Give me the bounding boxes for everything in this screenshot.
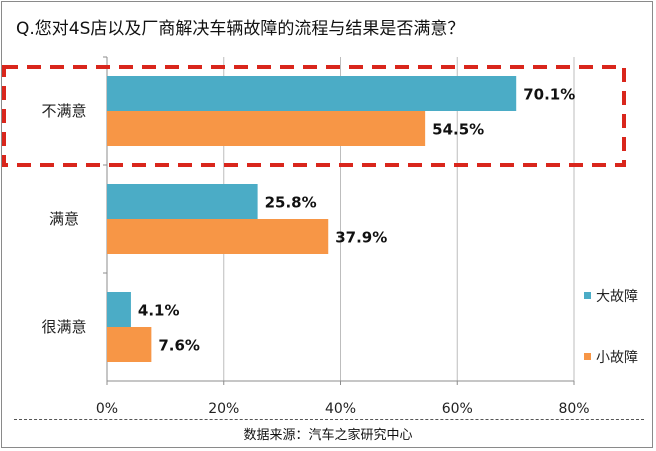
x-tick-label: 0% bbox=[96, 401, 118, 417]
bar bbox=[107, 327, 152, 362]
legend-swatch bbox=[584, 353, 591, 360]
legend-label: 大故障 bbox=[596, 289, 638, 305]
data-label: 4.1% bbox=[138, 302, 180, 320]
data-label: 70.1% bbox=[523, 86, 575, 104]
bar bbox=[107, 292, 131, 327]
source-note: 数据来源：汽车之家研究中心 bbox=[243, 428, 413, 443]
bar bbox=[107, 111, 426, 146]
legend-swatch bbox=[584, 292, 591, 299]
data-label: 7.6% bbox=[158, 337, 200, 355]
category-label: 不满意 bbox=[41, 102, 86, 120]
category-label: 很满意 bbox=[41, 318, 86, 336]
bar bbox=[107, 184, 258, 219]
x-tick-label: 20% bbox=[208, 401, 239, 417]
bar bbox=[107, 76, 517, 111]
x-tick-label: 60% bbox=[442, 401, 473, 417]
data-label: 54.5% bbox=[432, 121, 484, 139]
legend-label: 小故障 bbox=[596, 350, 638, 366]
source-divider bbox=[14, 419, 644, 420]
x-tick-label: 80% bbox=[558, 401, 589, 417]
data-label: 25.8% bbox=[265, 194, 317, 212]
bar bbox=[107, 219, 329, 254]
highlight-box bbox=[2, 65, 626, 167]
category-label: 满意 bbox=[49, 210, 79, 228]
chart-title: Q.您对4S店以及厂商解决车辆故障的流程与结果是否满意？ bbox=[16, 19, 465, 39]
data-label: 37.9% bbox=[335, 229, 387, 247]
x-tick-label: 40% bbox=[325, 401, 356, 417]
